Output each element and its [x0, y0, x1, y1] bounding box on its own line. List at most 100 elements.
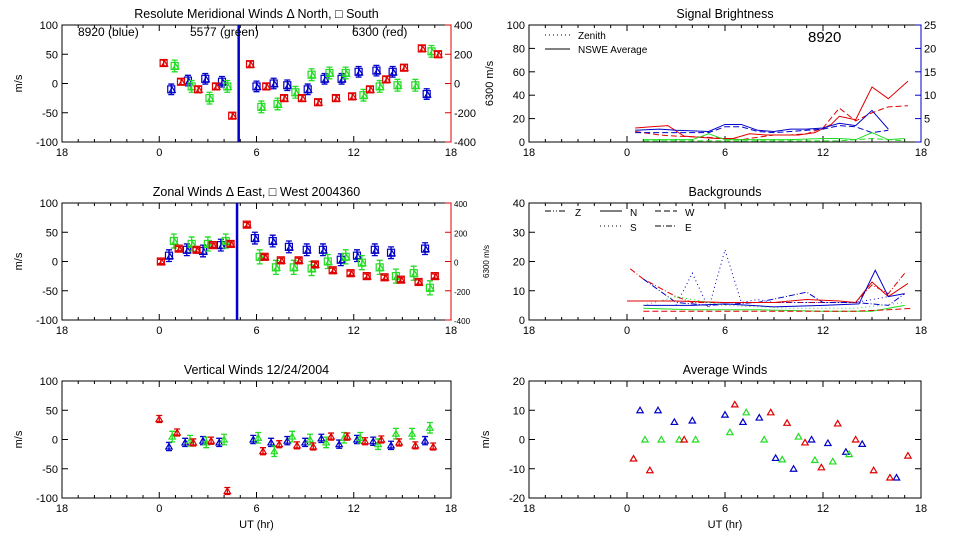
data-point-triangle	[725, 427, 735, 436]
right-y-tick-label: 200	[454, 49, 472, 61]
right-y-tick-label: 15	[924, 67, 936, 79]
data-point-triangle	[308, 442, 318, 450]
data-point-triangle	[807, 435, 816, 443]
x-tick-label: 0	[624, 325, 630, 337]
y-tick-label: 40	[513, 198, 525, 210]
x-tick-label: 12	[817, 147, 829, 159]
data-point-triangle	[172, 428, 182, 436]
x-tick-label: 18	[445, 503, 457, 515]
data-point-triangle	[688, 416, 697, 424]
data-point-triangle	[171, 62, 180, 70]
y-tick-label: 0	[519, 137, 525, 149]
right-y-tick-label: 5	[924, 114, 930, 126]
data-point-triangle	[227, 240, 236, 248]
data-point-triangle	[363, 272, 372, 280]
data-point-triangle	[869, 466, 878, 474]
legend-label: E	[685, 223, 692, 234]
data-point-triangle	[342, 69, 351, 77]
data-point-triangle	[253, 83, 262, 91]
data-point-triangle	[229, 112, 238, 120]
y-tick-label: -50	[42, 286, 58, 298]
data-point-triangle	[423, 90, 432, 98]
data-point-triangle	[315, 99, 324, 106]
data-point-triangle	[386, 441, 396, 449]
x-tick-label: 0	[624, 147, 630, 159]
y-tick-label: 20	[513, 257, 525, 269]
y-tick-label: 40	[513, 90, 525, 102]
x-tick-label: 6	[253, 503, 259, 515]
y-tick-label: 100	[507, 20, 525, 32]
right-axis-label: 6300 m/s	[484, 60, 496, 106]
data-point-triangle	[287, 432, 297, 440]
x-tick-label: 0	[156, 325, 162, 337]
data-point-triangle	[334, 439, 344, 448]
data-point-triangle	[274, 439, 284, 448]
y-tick-label: 10	[513, 286, 525, 298]
annotation: 8920	[808, 29, 841, 46]
data-point-triangle	[857, 439, 867, 447]
x-tick-label: 18	[523, 503, 535, 515]
data-point-triangle	[730, 400, 740, 408]
data-point-triangle	[679, 435, 689, 443]
data-point-triangle	[263, 83, 272, 91]
data-point-triangle	[411, 441, 420, 449]
data-point-triangle	[426, 284, 435, 292]
data-point-triangle	[342, 253, 351, 261]
right-y-tick-label: -200	[454, 288, 471, 297]
x-tick-label: 12	[348, 503, 360, 515]
data-point-triangle	[653, 406, 663, 414]
data-point-triangle	[431, 272, 440, 280]
data-point-triangle	[376, 83, 385, 91]
data-point-triangle	[198, 436, 208, 444]
right-y-tick-label: 25	[924, 20, 936, 32]
y-tick-label: -10	[509, 464, 525, 476]
y-tick-label: 80	[513, 43, 525, 55]
data-point-triangle	[360, 92, 369, 99]
data-point-triangle	[175, 245, 184, 253]
right-y-tick-label: 0	[454, 259, 459, 268]
series-line-3	[635, 125, 889, 134]
data-point-triangle	[219, 435, 229, 443]
data-point-triangle	[418, 45, 427, 52]
data-point-triangle	[412, 82, 421, 89]
x-tick-label: 18	[56, 503, 68, 515]
data-point-triangle	[407, 429, 417, 437]
chart-panel-5: Average Winds m/s UT (hr) 18 0 6 12 18 20 10 0 -10 -…	[480, 363, 927, 531]
legend-label: N	[630, 208, 637, 219]
series-line-3	[627, 281, 909, 303]
series-line-4	[643, 269, 905, 308]
x-tick-label: 18	[523, 325, 535, 337]
data-point-triangle	[373, 439, 383, 448]
data-point-triangle	[308, 265, 317, 273]
right-y-tick-label: 0	[454, 79, 460, 91]
x-tick-label: 18	[56, 147, 68, 159]
data-point-triangle	[823, 438, 833, 447]
x-tick-label: 18	[915, 325, 927, 337]
data-point-triangle	[371, 246, 380, 254]
right-y-tick-label: 200	[454, 229, 468, 238]
data-point-triangle	[295, 257, 304, 264]
data-point-triangle	[170, 237, 179, 245]
legend-label: NSWE Average	[578, 45, 648, 56]
series-line-5	[643, 304, 905, 312]
data-point-triangle	[670, 417, 679, 426]
data-point-triangle	[266, 438, 276, 446]
right-y-tick-label: -200	[454, 108, 476, 120]
right-y-tick-label: 400	[454, 200, 468, 209]
chart-panel-2: Zonal Winds Δ East, □ West 2004360 m/s 18 0…	[13, 185, 491, 337]
data-point-triangle	[303, 246, 312, 254]
x-tick-label: 0	[624, 503, 630, 515]
data-point-triangle	[326, 69, 335, 77]
data-point-triangle	[270, 447, 279, 455]
data-point-triangle	[885, 473, 895, 481]
data-point-triangle	[720, 410, 730, 418]
x-tick-label: 12	[817, 325, 829, 337]
chart-panel-4: Vertical Winds 12/24/2004 m/s UT (hr) 18 0 6 1…	[13, 363, 457, 531]
data-point-triangle	[258, 103, 267, 111]
data-point-triangle	[766, 408, 775, 416]
data-point-triangle	[290, 264, 299, 271]
series-line-2	[675, 248, 889, 310]
data-point-triangle	[206, 94, 215, 102]
x-tick-label: 6	[253, 147, 259, 159]
data-point-triangle	[741, 408, 751, 416]
